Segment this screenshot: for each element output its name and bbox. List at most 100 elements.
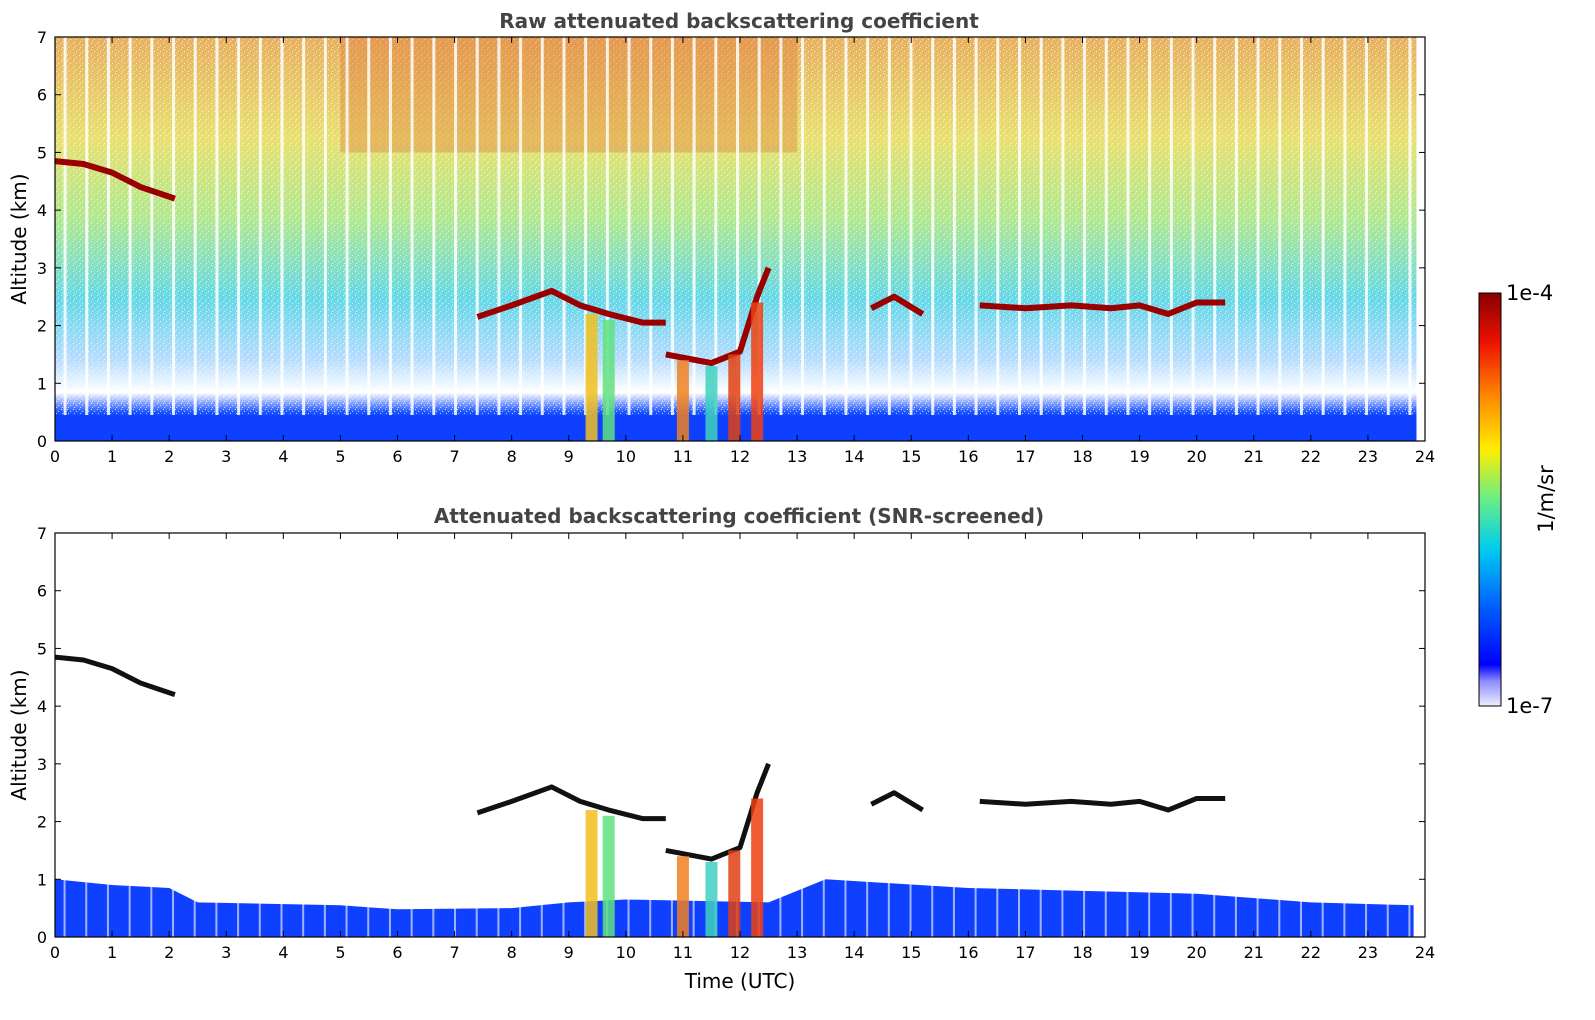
raw-data-gap	[887, 37, 891, 441]
colorbar-min-label: 1e-7	[1506, 694, 1553, 718]
raw-data-gap	[1017, 37, 1021, 441]
raw-panel-title: Raw attenuated backscattering coefficien…	[499, 9, 979, 33]
x-tick-label: 14	[844, 447, 864, 466]
screened-data-gap	[1234, 833, 1237, 937]
y-tick-label: 1	[37, 374, 47, 393]
x-tick-label: 5	[335, 447, 345, 466]
x-tick-label: 22	[1301, 447, 1321, 466]
screened-data-gap	[822, 833, 825, 937]
x-tick-label: 1	[107, 447, 117, 466]
screened-data-gap	[85, 833, 88, 937]
y-tick-label: 5	[37, 639, 47, 658]
y-tick-label: 6	[37, 582, 47, 601]
screened-data-gap	[519, 833, 522, 937]
raw-data-gap	[844, 37, 848, 441]
screened-data-gap	[1039, 833, 1042, 937]
raw-fall-streak	[585, 314, 598, 441]
screened-data-gap	[562, 833, 565, 937]
screened-cloud-layer	[979, 795, 1226, 813]
raw-data-gap	[215, 37, 219, 441]
raw-data-gap	[172, 37, 176, 441]
x-tick-label: 19	[1129, 447, 1149, 466]
raw-data-gap	[106, 37, 110, 441]
raw-data-gap	[1039, 37, 1043, 441]
screened-data-gap	[1386, 833, 1389, 937]
x-tick-label: 21	[1244, 943, 1264, 962]
screened-data-gap	[280, 833, 283, 937]
screened-data-gap	[1321, 833, 1324, 937]
raw-data-gap	[323, 37, 327, 441]
screened-data-gap	[1148, 833, 1151, 937]
screened-panel-title: Attenuated backscattering coefficient (S…	[434, 504, 1044, 528]
raw-data-gap	[931, 37, 935, 441]
raw-data-gap	[996, 37, 1000, 441]
raw-fall-streak	[676, 360, 689, 441]
raw-data-gap	[1104, 37, 1108, 441]
raw-data-gap	[627, 37, 631, 441]
x-tick-label: 15	[901, 447, 921, 466]
x-tick-label: 19	[1129, 943, 1149, 962]
screened-data-gap	[128, 833, 131, 937]
y-tick-label: 5	[37, 143, 47, 162]
x-tick-label: 5	[335, 943, 345, 962]
raw-data-gap	[974, 37, 978, 441]
raw-data-gap	[1408, 37, 1412, 441]
x-tick-label: 17	[1015, 447, 1035, 466]
x-tick-label: 2	[164, 943, 174, 962]
raw-data-gap	[454, 37, 458, 441]
x-tick-label: 21	[1244, 447, 1264, 466]
screened-data-gap	[193, 833, 196, 937]
raw-data-gap	[1278, 37, 1282, 441]
raw-data-gap	[128, 37, 132, 441]
screened-data-gap	[172, 833, 175, 937]
x-tick-label: 12	[730, 447, 750, 466]
x-tick-label: 24	[1415, 447, 1435, 466]
x-axis-label: Time (UTC)	[684, 969, 796, 993]
screened-data-gap	[432, 833, 435, 937]
y-tick-label: 0	[37, 928, 47, 947]
y-tick-label: 7	[37, 524, 47, 543]
screened-data-gap	[454, 833, 457, 937]
screened-data-gap	[1191, 833, 1194, 937]
y-tick-label: 3	[37, 755, 47, 774]
screened-cloud-layer	[476, 784, 666, 822]
raw-data-gap	[1321, 37, 1325, 441]
screened-data-gap	[1213, 833, 1216, 937]
raw-data-gap	[1148, 37, 1152, 441]
screened-data-gap	[388, 833, 391, 937]
x-tick-label: 16	[958, 943, 978, 962]
screened-data-gap	[410, 833, 413, 937]
raw-data-gap	[367, 37, 371, 441]
raw-fall-streak	[728, 354, 741, 441]
raw-data-gap	[237, 37, 241, 441]
y-tick-label: 3	[37, 259, 47, 278]
raw-data-gap	[193, 37, 197, 441]
raw-data-gap	[1061, 37, 1065, 441]
colorbar-max-label: 1e-4	[1506, 281, 1553, 305]
raw-data-gap	[150, 37, 154, 441]
x-tick-label: 7	[449, 447, 459, 466]
y-tick-label: 2	[37, 317, 47, 336]
screened-data-gap	[215, 833, 218, 937]
screened-data-gap	[1278, 833, 1281, 937]
screened-data-gap	[801, 833, 804, 937]
raw-heatmap	[54, 37, 1417, 441]
raw-cloud-layer	[979, 299, 1226, 318]
raw-data-gap	[258, 37, 262, 441]
y-tick-label: 2	[37, 813, 47, 832]
raw-data-gap	[63, 37, 67, 441]
colorbar-unit-label: 1/m/sr	[1534, 465, 1558, 533]
raw-data-gap	[1256, 37, 1260, 441]
raw-daytime-noise	[340, 37, 798, 153]
y-tick-label: 1	[37, 870, 47, 889]
raw-data-gap	[302, 37, 306, 441]
raw-data-gap	[801, 37, 805, 441]
x-tick-label: 23	[1358, 943, 1378, 962]
screened-axis-ticks: 0 1 2 3 4 5 6 7 8 9 10 11 12 13 14 15 16 17 18 19 20 21 22 23 24…	[37, 524, 1435, 962]
x-tick-label: 7	[449, 943, 459, 962]
raw-data-gap	[280, 37, 284, 441]
x-tick-label: 13	[787, 943, 807, 962]
screened-data-gap	[670, 833, 673, 937]
x-tick-label: 15	[901, 943, 921, 962]
screened-heatmap	[54, 654, 1414, 937]
